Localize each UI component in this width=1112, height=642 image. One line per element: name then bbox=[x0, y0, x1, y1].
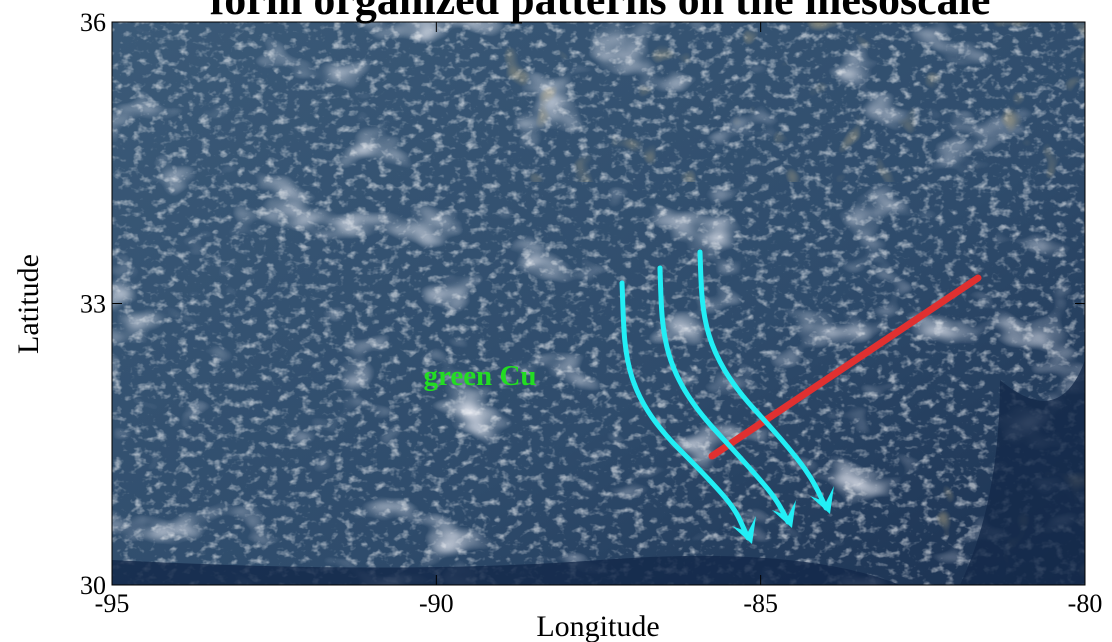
y-axis-label: Latitude bbox=[12, 254, 45, 354]
wind-arrow bbox=[697, 249, 829, 511]
wind-arrow bbox=[657, 265, 791, 525]
y-tick-label: 36 bbox=[80, 8, 106, 37]
x-axis-label: Longitude bbox=[536, 610, 659, 642]
arrow-head bbox=[732, 516, 756, 544]
x-tick-label: -85 bbox=[743, 589, 778, 618]
satellite-image bbox=[112, 22, 1085, 585]
y-tick-label: 30 bbox=[80, 571, 106, 600]
transect-line bbox=[708, 274, 982, 460]
wind-arrow bbox=[619, 280, 751, 541]
x-tick-label: -80 bbox=[1068, 589, 1103, 618]
x-tick-label: -90 bbox=[419, 589, 454, 618]
arrow-head bbox=[772, 500, 796, 528]
y-tick-label: 33 bbox=[80, 290, 106, 319]
x-tick-label: -95 bbox=[95, 589, 130, 618]
chart-title: form organized patterns on the mesoscale bbox=[210, 0, 991, 24]
arrow-head bbox=[810, 486, 834, 514]
annotation: green Cu bbox=[423, 360, 536, 392]
annotation-shapes bbox=[619, 249, 982, 544]
